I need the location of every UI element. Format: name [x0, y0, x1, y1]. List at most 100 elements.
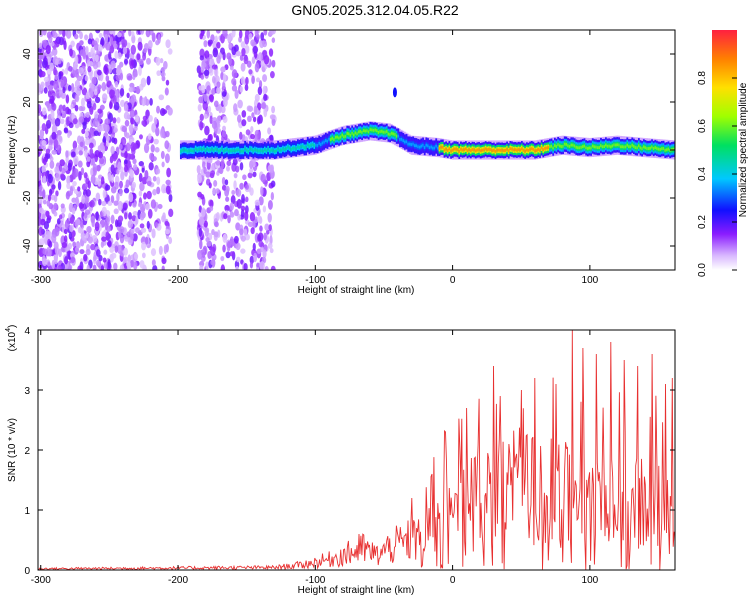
heatmap-ridge-cell	[428, 146, 431, 150]
heatmap-noise-cell	[231, 77, 237, 86]
heatmap-ridge-cell	[606, 144, 609, 148]
heatmap-ridge-cell	[387, 132, 390, 136]
heatmap-ridge-cell	[573, 144, 576, 148]
heatmap-noise-cell	[87, 180, 91, 189]
heatmap-ridge-cell	[568, 145, 571, 148]
heatmap-noise-cell	[221, 176, 226, 186]
heatmap-ridge-cell	[522, 148, 525, 152]
heatmap-ridge-cell	[204, 149, 207, 153]
heatmap-ridge-cell	[362, 129, 365, 133]
heatmap-ridge-cell	[247, 149, 250, 153]
heatmap-noise-cell	[107, 172, 112, 182]
heatmap-noise-cell	[46, 200, 51, 207]
heatmap-noise-cell	[241, 47, 246, 57]
heatmap-noise-cell	[47, 84, 54, 92]
heatmap-noise-cell	[157, 203, 163, 210]
heatmap-noise-cell	[116, 117, 121, 124]
heatmap-ridge-cell	[598, 146, 601, 149]
heatmap-noise-cell	[122, 46, 128, 55]
heatmap-ridge-cell	[407, 142, 410, 146]
heatmap-noise-cell	[167, 107, 173, 116]
heatmap-noise-cell	[135, 215, 139, 225]
heatmap-noise-cell	[139, 260, 145, 269]
heatmap-ridge-cell	[600, 144, 602, 148]
heatmap-noise-cell	[38, 216, 42, 226]
x-tick-label: -200	[168, 575, 188, 586]
heatmap-ridge-cell	[425, 143, 428, 147]
heatmap-noise-cell	[41, 107, 47, 116]
heatmap-ridge-cell	[553, 144, 556, 147]
heatmap-noise-cell	[38, 135, 41, 141]
heatmap-ridge-cell	[203, 147, 205, 151]
heatmap-ridge-cell	[267, 147, 270, 151]
heatmap-ridge-cell	[550, 144, 553, 148]
heatmap-ridge-cell	[578, 146, 581, 150]
heatmap-noise-cell	[238, 30, 243, 39]
heatmap-noise-cell	[86, 100, 92, 109]
heatmap-noise-cell	[199, 113, 204, 122]
heatmap-noise-cell	[58, 164, 63, 172]
colorbar-tick-label: 0.4	[697, 167, 708, 181]
heatmap-ridge-cell	[455, 147, 457, 151]
heatmap-ridge-cell	[517, 148, 520, 152]
heatmap-ridge-cell	[560, 145, 563, 148]
heatmap-noise-cell	[45, 148, 51, 155]
heatmap-ridge-cell	[471, 148, 474, 151]
heatmap-ridge-cell	[484, 147, 487, 151]
heatmap-ridge-cell	[448, 147, 451, 151]
heatmap-ridge-cell	[395, 134, 398, 138]
heatmap-noise-cell	[54, 74, 59, 81]
heatmap-noise-cell	[233, 235, 239, 244]
heatmap-ridge-cell	[672, 147, 675, 151]
heatmap-noise-cell	[131, 31, 135, 37]
heatmap-noise-cell	[99, 104, 105, 111]
heatmap-ridge-cell	[514, 148, 517, 152]
heatmap-noise-cell	[269, 235, 273, 246]
heatmap-ridge-cell	[596, 146, 599, 150]
heatmap-ridge-cell	[351, 131, 354, 135]
heatmap-ridge-cell	[303, 146, 306, 150]
heatmap-noise-cell	[129, 108, 135, 119]
heatmap-noise-cell	[71, 82, 75, 93]
heatmap-ridge-cell	[603, 145, 606, 149]
heatmap-noise-cell	[124, 212, 128, 220]
heatmap-noise-cell	[109, 36, 114, 45]
heatmap-noise-cell	[260, 60, 265, 67]
heatmap-noise-cell	[127, 75, 133, 81]
heatmap-noise-cell	[88, 201, 93, 207]
heatmap-noise-cell	[260, 186, 264, 196]
heatmap-noise-cell	[164, 130, 170, 138]
heatmap-ridge-cell	[348, 132, 350, 136]
heatmap-ridge-cell	[250, 148, 253, 151]
heatmap-ridge-cell	[499, 148, 502, 152]
heatmap-noise-cell	[102, 257, 107, 263]
heatmap-ridge-cell	[565, 142, 568, 146]
heatmap-noise-cell	[150, 248, 157, 257]
heatmap-ridge-cell	[468, 148, 471, 152]
heatmap-noise-cell	[82, 121, 87, 130]
heatmap-noise-cell	[161, 161, 165, 168]
heatmap-ridge-cell	[293, 146, 296, 150]
heatmap-noise-cell	[225, 251, 231, 259]
heatmap-noise-cell	[209, 94, 214, 103]
heatmap-ridge-cell	[364, 129, 367, 133]
heatmap-noise-cell	[135, 87, 141, 94]
heatmap-ridge-cell	[436, 146, 439, 150]
heatmap-ridge-cell	[427, 144, 429, 148]
heatmap-noise-cell	[124, 58, 129, 65]
snr-frame	[37, 329, 676, 571]
heatmap-ridge-cell	[311, 143, 314, 146]
y-tick-label: 0	[22, 147, 33, 153]
heatmap-noise-cell	[43, 156, 47, 166]
heatmap-noise-cell	[79, 261, 84, 270]
heatmap-noise-cell	[264, 223, 270, 231]
heatmap-noise-cell	[145, 30, 151, 38]
heatmap-ridge-cell	[547, 146, 550, 150]
heatmap-noise-cell	[95, 211, 99, 221]
heatmap-noise-cell	[84, 149, 88, 158]
heatmap-noise-cell	[48, 240, 53, 248]
heatmap-ridge-cell	[631, 143, 634, 147]
heatmap-noise-cell	[55, 190, 59, 197]
heatmap-ridge-cell	[379, 130, 382, 134]
heatmap-noise-cell	[42, 248, 48, 256]
